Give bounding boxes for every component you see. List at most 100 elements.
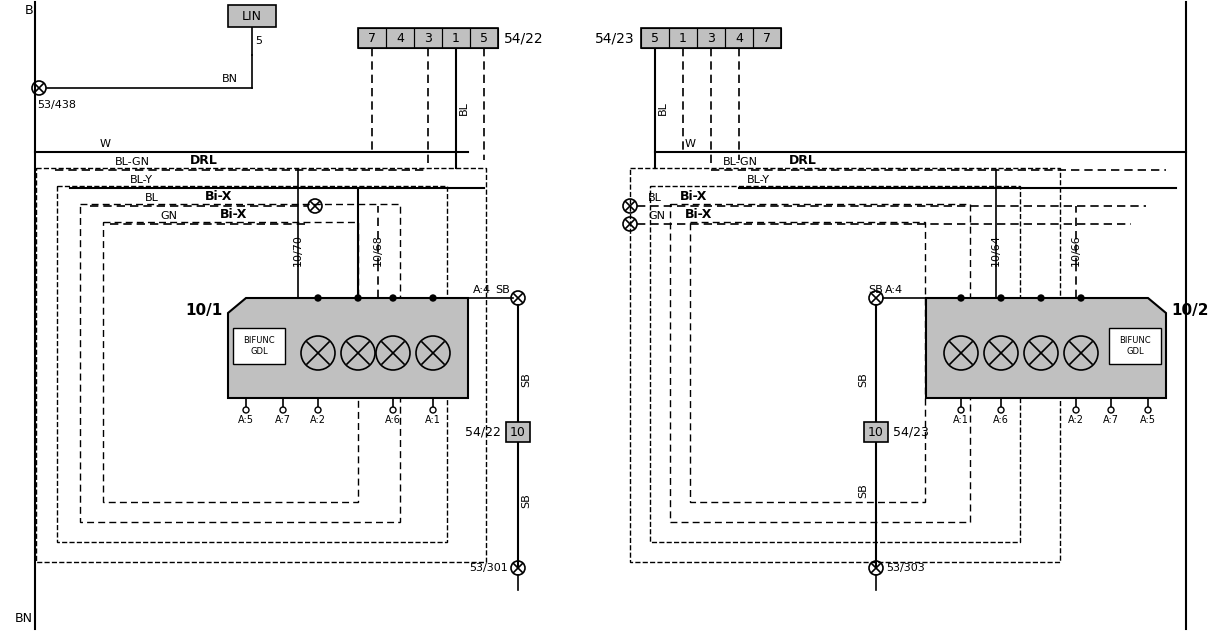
Polygon shape (229, 298, 468, 398)
Text: BL: BL (458, 101, 469, 115)
Text: A:2: A:2 (1068, 415, 1083, 425)
Text: DRL: DRL (383, 311, 402, 321)
Text: DIP: DIP (1073, 311, 1090, 321)
Circle shape (1145, 407, 1152, 413)
Text: BL-Y: BL-Y (130, 175, 153, 185)
Circle shape (243, 407, 249, 413)
Circle shape (355, 295, 361, 301)
Text: 10/70: 10/70 (293, 234, 303, 266)
Text: SB: SB (858, 373, 868, 387)
Text: 5: 5 (480, 31, 488, 45)
Text: SB: SB (858, 484, 868, 498)
Text: 4: 4 (734, 31, 743, 45)
Bar (471, 28, 499, 48)
Text: 1: 1 (452, 31, 460, 45)
Text: BL-GN: BL-GN (116, 157, 150, 167)
Text: 54/22: 54/22 (503, 31, 544, 45)
Text: A:1: A:1 (953, 415, 969, 425)
Bar (865, 422, 888, 442)
Text: B: B (24, 3, 33, 17)
Text: A:6: A:6 (385, 415, 401, 425)
Text: DRL: DRL (991, 311, 1010, 321)
Text: 10/68: 10/68 (373, 234, 383, 266)
Bar (697, 28, 725, 48)
Circle shape (280, 407, 286, 413)
Text: 10: 10 (868, 426, 884, 438)
Text: 10: 10 (510, 426, 527, 438)
Bar (441, 28, 471, 48)
Text: 10/2: 10/2 (1171, 303, 1209, 318)
Bar (233, 328, 285, 364)
Circle shape (998, 295, 1004, 301)
Text: DRL: DRL (190, 154, 218, 167)
Bar (413, 28, 441, 48)
Text: DIP: DIP (310, 311, 326, 321)
Text: A:6: A:6 (993, 415, 1009, 425)
Bar (103, 222, 358, 502)
Circle shape (315, 407, 321, 413)
Text: A:5: A:5 (1141, 415, 1156, 425)
Bar (753, 28, 781, 48)
Text: GN: GN (161, 211, 178, 221)
Text: BL: BL (648, 193, 662, 203)
Circle shape (315, 295, 321, 301)
Bar (1109, 328, 1161, 364)
Circle shape (958, 295, 964, 301)
Text: Bi-X: Bi-X (685, 208, 713, 221)
Text: 54/23: 54/23 (596, 31, 635, 45)
Bar (689, 222, 925, 502)
Bar (630, 168, 1060, 562)
Polygon shape (927, 298, 1166, 398)
Text: SB: SB (520, 373, 531, 387)
Text: A:1: A:1 (426, 415, 441, 425)
Text: 10/1: 10/1 (186, 303, 223, 318)
Text: Bi-X: Bi-X (220, 208, 247, 221)
Text: SB: SB (495, 285, 510, 295)
Bar (385, 28, 413, 48)
Text: 5: 5 (651, 31, 659, 45)
Text: BL: BL (658, 101, 668, 115)
Bar (57, 186, 447, 542)
Bar (725, 28, 753, 48)
Text: BN: BN (223, 74, 238, 84)
Text: 7: 7 (368, 31, 376, 45)
Text: W: W (685, 139, 696, 149)
Text: BN: BN (15, 613, 33, 626)
Circle shape (1079, 295, 1083, 301)
Text: 10/66: 10/66 (1071, 235, 1081, 266)
Circle shape (1108, 407, 1114, 413)
Text: MAIN: MAIN (948, 311, 974, 321)
Text: 54/22: 54/22 (466, 426, 501, 438)
Text: LIN: LIN (242, 10, 261, 22)
Text: 10/64: 10/64 (991, 234, 1001, 266)
Text: GN: GN (648, 211, 665, 221)
Bar (641, 28, 781, 48)
Bar (358, 28, 385, 48)
Text: POS: POS (1031, 311, 1051, 321)
Text: 5: 5 (255, 36, 261, 46)
Circle shape (1073, 407, 1079, 413)
Bar (358, 28, 499, 48)
Circle shape (430, 295, 437, 301)
Text: A:7: A:7 (1103, 415, 1119, 425)
Bar (36, 168, 486, 562)
Text: 3: 3 (706, 31, 715, 45)
Text: 54/23: 54/23 (893, 426, 929, 438)
Text: MAIN: MAIN (421, 311, 446, 321)
Bar (229, 5, 276, 27)
Circle shape (998, 407, 1004, 413)
Text: SB: SB (520, 493, 531, 509)
Text: A:5: A:5 (238, 415, 254, 425)
Text: Bi-X: Bi-X (680, 190, 708, 203)
Text: POS: POS (348, 311, 368, 321)
Text: BL: BL (145, 193, 159, 203)
Circle shape (430, 407, 437, 413)
Text: DRL: DRL (789, 154, 817, 167)
Text: A:4: A:4 (473, 285, 491, 295)
Text: 53/301: 53/301 (469, 563, 508, 573)
Circle shape (390, 295, 396, 301)
Bar (670, 204, 970, 522)
Text: W: W (100, 139, 111, 149)
Text: A:4: A:4 (885, 285, 903, 295)
Circle shape (958, 407, 964, 413)
